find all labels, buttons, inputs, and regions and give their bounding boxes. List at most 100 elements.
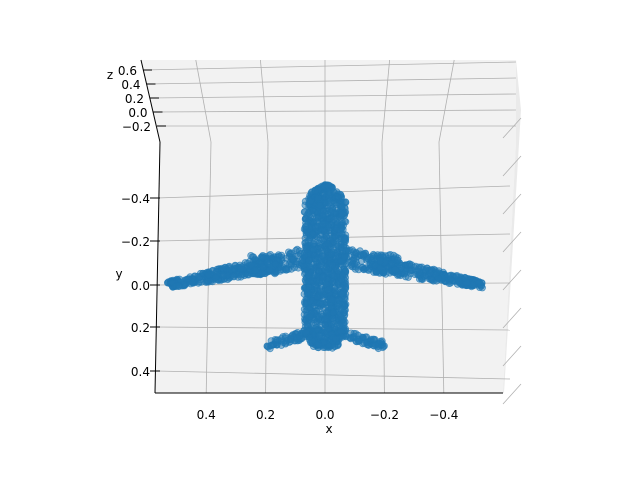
wing-point <box>407 261 416 269</box>
fuselage-point <box>306 312 314 321</box>
tailplane-point <box>295 332 303 340</box>
y-gridline <box>156 370 511 380</box>
y-tick-label: 0.4 <box>131 365 150 379</box>
wing-point <box>204 271 212 279</box>
wing-point <box>302 245 311 253</box>
fuselage-point <box>334 242 342 250</box>
x-axis-label: x <box>325 422 332 436</box>
wing-point <box>230 265 238 273</box>
wing-point <box>402 273 410 281</box>
fuselage-point <box>338 283 346 292</box>
engine-point <box>248 261 256 269</box>
tailplane-point <box>376 337 384 345</box>
tailplane-point <box>273 336 282 344</box>
scatter-points <box>164 181 486 353</box>
fuselage-point <box>334 193 342 201</box>
fuselage-point <box>315 267 323 275</box>
z-axis-line <box>140 59 161 143</box>
engine-point <box>372 268 380 276</box>
fuselage-point <box>305 235 314 243</box>
fuselage-point <box>338 289 346 298</box>
fuselage-point <box>309 207 317 215</box>
y-tick-label: 0.2 <box>131 321 150 335</box>
fuselage-point <box>306 197 315 205</box>
fuselage-point <box>328 296 336 304</box>
engine-point <box>385 251 393 259</box>
fuselage-point <box>338 202 346 211</box>
tailplane-point <box>369 335 377 343</box>
wing-point <box>294 251 302 260</box>
tailplane-point <box>267 342 275 350</box>
wing-point <box>188 278 196 286</box>
fuselage-point <box>325 191 333 199</box>
z-gridline <box>146 77 517 85</box>
fuselage-point <box>337 305 345 313</box>
fuselage-point <box>319 304 328 312</box>
x-gridline-back <box>260 59 269 143</box>
tailplane-point <box>339 333 347 341</box>
fuselage-point <box>301 208 309 216</box>
tailplane-point <box>355 337 363 345</box>
x-gridline <box>438 141 445 394</box>
fuselage-point <box>326 202 335 210</box>
wing-point <box>305 256 313 265</box>
z-gridline <box>149 93 517 99</box>
z-gridline <box>153 109 517 113</box>
fuselage-point <box>316 202 324 210</box>
depth-gridline <box>502 269 522 291</box>
wing-point <box>298 257 306 265</box>
depth-gridline <box>502 383 522 405</box>
fuselage-point <box>324 286 332 294</box>
wing-point <box>435 275 443 283</box>
fuselage-point <box>313 293 321 301</box>
wing-point <box>351 265 359 273</box>
wing-point <box>218 264 226 272</box>
tailplane-point <box>286 337 295 346</box>
depth-gridline <box>502 155 522 177</box>
tailplane-point <box>363 340 371 349</box>
wing-point <box>461 274 470 282</box>
wing-point <box>352 248 360 256</box>
engine-point <box>265 265 274 274</box>
wing-point <box>195 273 203 281</box>
wing-point <box>475 278 483 286</box>
wing-point <box>175 282 183 290</box>
x-gridline <box>205 141 212 394</box>
wing-point <box>219 271 228 279</box>
depth-gridline <box>502 117 522 139</box>
fuselage-point <box>314 194 322 202</box>
fuselage-point <box>323 240 332 248</box>
wing-point <box>340 253 349 261</box>
engine-point <box>271 260 279 268</box>
tailplane-point <box>350 332 358 340</box>
axes <box>140 59 503 394</box>
wing-point <box>360 250 368 258</box>
fuselage-point <box>311 187 319 195</box>
side-pane <box>503 60 521 393</box>
z-tick-label: 0.2 <box>125 92 144 106</box>
y-tick-label: −0.2 <box>121 235 150 249</box>
fuselage-point <box>313 325 321 334</box>
fuselage-point <box>309 245 317 253</box>
back-pane <box>141 60 516 142</box>
wing-point <box>204 277 212 285</box>
x-tick-label: 0.4 <box>197 408 216 422</box>
wing-point <box>290 263 299 272</box>
depth-gridline <box>502 307 522 329</box>
fuselage-point <box>319 220 327 228</box>
x-tick-label: 0.2 <box>256 408 275 422</box>
z-gridline <box>142 61 517 71</box>
wing-point <box>454 277 463 285</box>
fuselage-point <box>314 341 322 349</box>
z-axis-label: z <box>107 68 113 82</box>
x-gridline-back <box>381 59 390 143</box>
fuselage-point <box>329 308 337 317</box>
fuselage-point <box>315 313 323 321</box>
wing-point <box>230 272 238 280</box>
engine-point <box>391 265 400 274</box>
fuselage-point <box>337 276 346 284</box>
fuselage-point <box>327 208 335 216</box>
fuselage-point <box>332 224 341 233</box>
wing-point <box>277 251 286 259</box>
depth-gridline <box>502 345 522 367</box>
